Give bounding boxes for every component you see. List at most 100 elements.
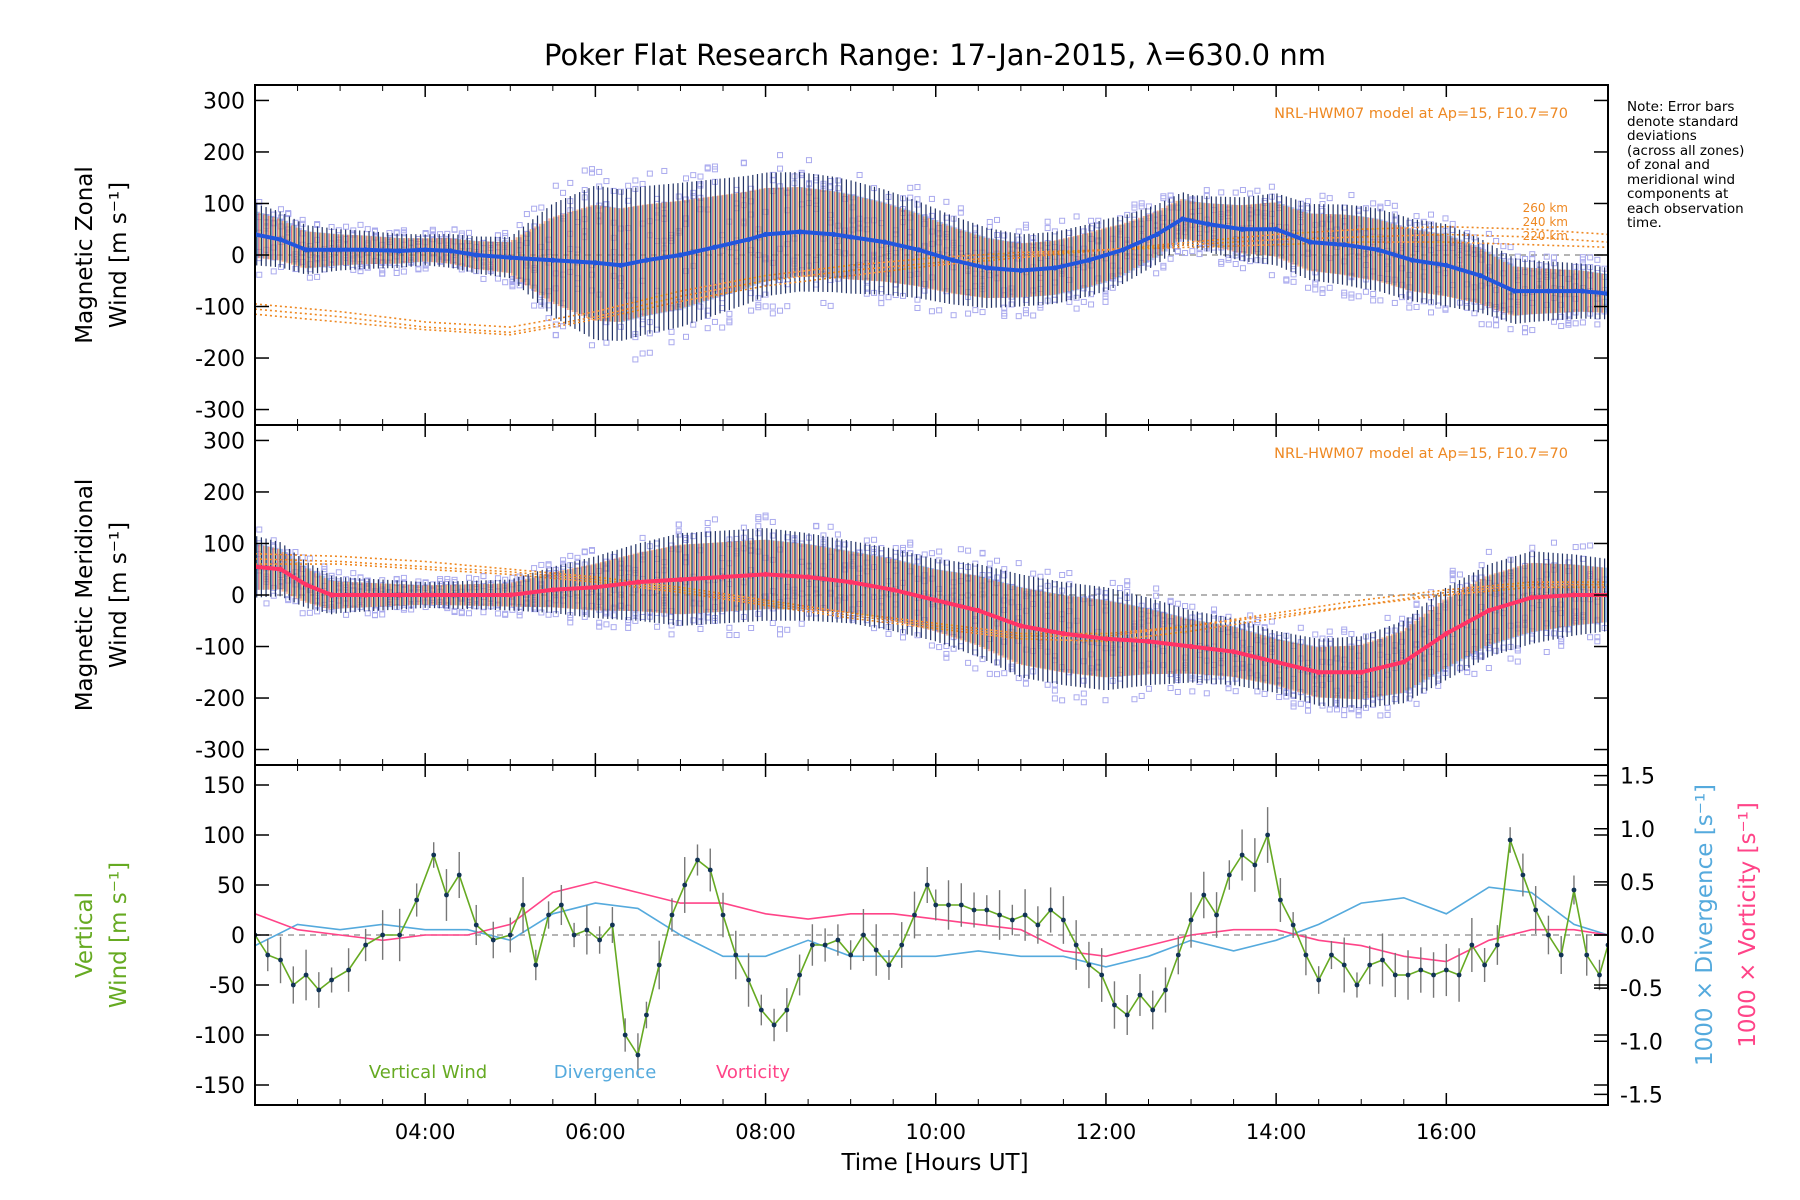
raw-point: [1319, 200, 1326, 207]
raw-point: [1051, 681, 1058, 688]
raw-point: [1558, 313, 1565, 320]
raw-point: [1059, 571, 1066, 578]
raw-point: [494, 275, 501, 282]
raw-point: [1015, 313, 1022, 320]
mean-wind-point: [1375, 247, 1381, 253]
raw-point: [1218, 189, 1225, 196]
raw-point: [1030, 312, 1037, 319]
raw-point: [1572, 544, 1579, 551]
raw-point: [335, 569, 342, 576]
raw-point: [994, 574, 1001, 581]
raw-point: [516, 608, 523, 615]
raw-point: [1319, 192, 1326, 199]
raw-point: [943, 198, 950, 205]
raw-point: [1153, 585, 1160, 592]
raw-point: [1529, 327, 1536, 334]
raw-point: [1326, 628, 1333, 635]
raw-point: [733, 632, 740, 639]
raw-point: [1312, 286, 1319, 293]
raw-point: [1305, 198, 1312, 205]
raw-point: [581, 548, 588, 555]
raw-point: [1449, 220, 1456, 227]
mean-wind-point: [677, 252, 684, 258]
raw-point: [1406, 297, 1413, 304]
mean-wind-point: [1205, 221, 1211, 227]
raw-point: [1471, 310, 1478, 317]
raw-point: [552, 182, 559, 189]
raw-point: [1160, 193, 1167, 200]
raw-point: [1514, 658, 1521, 665]
mean-wind-point: [1477, 273, 1483, 279]
raw-point: [560, 323, 567, 330]
raw-point: [567, 552, 574, 559]
mean-wind-point: [550, 257, 556, 263]
raw-point: [639, 534, 646, 541]
raw-point: [871, 536, 878, 543]
raw-point: [364, 610, 371, 617]
raw-point: [603, 621, 610, 628]
raw-point: [740, 160, 747, 167]
raw-point: [1131, 204, 1138, 211]
raw-point: [343, 611, 350, 618]
raw-point: [400, 574, 407, 581]
raw-point: [1587, 634, 1594, 641]
raw-point: [769, 620, 776, 627]
raw-point: [1579, 543, 1586, 550]
raw-point: [1037, 304, 1044, 311]
raw-point: [1044, 225, 1051, 232]
mean-wind-point: [618, 262, 624, 268]
raw-point: [1485, 230, 1492, 237]
raw-point: [444, 579, 451, 586]
raw-point: [928, 550, 935, 557]
raw-point: [711, 516, 718, 523]
mean-wind-point: [422, 247, 428, 253]
raw-point: [936, 644, 943, 651]
raw-point: [1384, 711, 1391, 718]
raw-point: [1326, 640, 1333, 647]
raw-point: [907, 541, 914, 548]
raw-point: [1037, 573, 1044, 580]
mean-wind-point: [797, 229, 803, 235]
raw-point: [784, 303, 791, 310]
raw-point: [798, 620, 805, 627]
raw-point: [1290, 703, 1297, 710]
raw-point: [1312, 279, 1319, 286]
raw-point: [1341, 289, 1348, 296]
raw-point: [1022, 221, 1029, 228]
raw-point: [690, 172, 697, 179]
raw-point: [1022, 680, 1029, 687]
raw-point: [1211, 606, 1218, 613]
raw-point: [270, 268, 277, 275]
raw-point: [1493, 647, 1500, 654]
raw-point: [321, 566, 328, 573]
raw-point: [683, 536, 690, 543]
raw-point: [1232, 189, 1239, 196]
raw-point: [299, 216, 306, 223]
raw-point: [1051, 695, 1058, 702]
raw-point: [834, 531, 841, 538]
raw-point: [1485, 548, 1492, 555]
y-tick-label: -200: [195, 347, 245, 372]
raw-point: [711, 318, 718, 325]
raw-point: [1174, 600, 1181, 607]
raw-point: [697, 613, 704, 620]
raw-point: [588, 547, 595, 554]
raw-point: [639, 350, 646, 357]
raw-point: [1471, 670, 1478, 677]
raw-point: [704, 519, 711, 526]
raw-point: [777, 152, 784, 159]
raw-point: [1225, 256, 1232, 263]
raw-point: [1514, 253, 1521, 260]
mean-wind-point: [448, 248, 454, 254]
raw-point: [1015, 675, 1022, 682]
raw-point: [1550, 630, 1557, 637]
raw-point: [343, 223, 350, 230]
raw-point: [1370, 297, 1377, 304]
raw-point: [1333, 700, 1340, 707]
raw-point: [516, 612, 523, 619]
raw-point: [1550, 539, 1557, 546]
raw-point: [1507, 655, 1514, 662]
mean-wind-point: [711, 244, 718, 250]
raw-point: [675, 528, 682, 535]
raw-point: [1377, 203, 1384, 210]
